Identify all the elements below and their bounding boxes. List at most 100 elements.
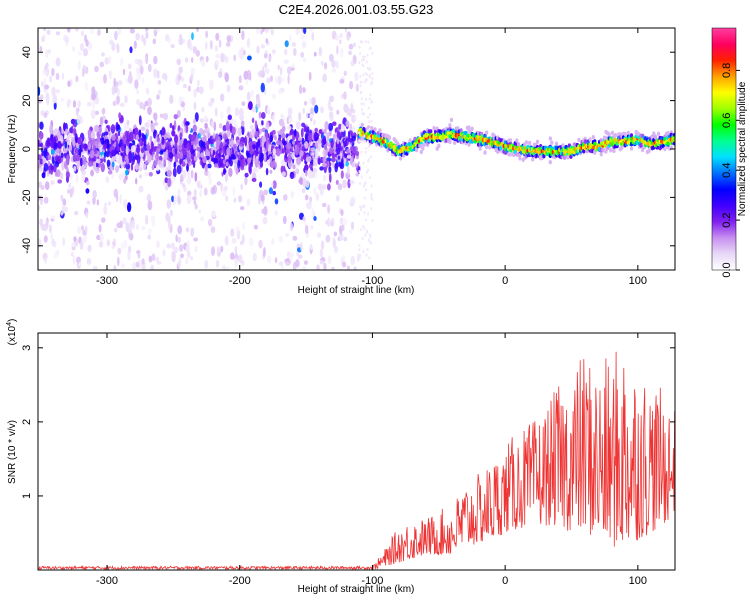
heatmap-cell xyxy=(370,206,373,210)
heatmap-cell xyxy=(194,245,198,253)
heatmap-cell xyxy=(55,57,61,67)
heatmap-cell xyxy=(311,96,316,106)
heatmap-cell xyxy=(301,137,305,145)
heatmap-cell xyxy=(231,126,236,136)
heatmap-cell xyxy=(347,165,350,176)
heatmap-cell xyxy=(314,148,319,159)
heatmap-cell xyxy=(194,112,199,122)
heatmap-cell xyxy=(101,107,106,115)
heatmap-cell xyxy=(353,266,357,270)
heatmap-cell xyxy=(210,120,215,129)
heatmap-cell xyxy=(308,97,313,105)
heatmap-cell xyxy=(367,158,370,161)
heatmap-cell xyxy=(109,69,113,80)
heatmap-cell xyxy=(279,128,284,135)
heatmap-cell xyxy=(260,82,265,93)
heatmap-cell xyxy=(172,167,177,178)
heatmap-cell xyxy=(200,152,204,158)
heatmap-cell xyxy=(330,157,336,163)
heatmap-cell xyxy=(332,121,337,126)
heatmap-cell xyxy=(124,95,128,104)
heatmap-cell xyxy=(95,166,100,174)
heatmap-cell xyxy=(122,68,126,76)
heatmap-cell xyxy=(371,77,374,80)
heatmap-cell xyxy=(276,148,281,157)
heatmap-cell xyxy=(83,48,88,57)
heatmap-cell xyxy=(277,75,282,86)
heatmap-cell xyxy=(135,33,140,41)
heatmap-cell xyxy=(99,116,103,127)
heatmap-cell xyxy=(548,160,552,165)
heatmap-cell xyxy=(282,140,287,146)
heatmap-cell xyxy=(226,84,231,93)
heatmap-cell xyxy=(157,137,160,143)
heatmap-cell xyxy=(81,30,84,36)
heatmap-cell xyxy=(99,146,103,153)
heatmap-cell xyxy=(360,150,363,154)
heatmap-cell xyxy=(371,72,374,75)
heatmap-cell xyxy=(318,129,323,134)
heatmap-cell xyxy=(215,53,221,59)
heatmap-cell xyxy=(299,150,304,157)
heatmap-cell xyxy=(188,133,193,140)
colorbar-tick-label: 0.0 xyxy=(721,262,733,277)
heatmap-cell xyxy=(177,236,182,244)
heatmap-cell xyxy=(39,121,44,130)
heatmap-cell xyxy=(210,226,216,234)
heatmap-cell xyxy=(151,253,156,262)
heatmap-cell xyxy=(244,136,248,147)
heatmap-cell xyxy=(304,133,308,140)
heatmap-cell xyxy=(129,233,134,241)
heatmap-cell xyxy=(279,66,283,76)
heatmap-cell xyxy=(363,211,366,215)
heatmap-cell xyxy=(285,233,290,238)
heatmap-cell xyxy=(369,176,371,180)
heatmap-cell xyxy=(302,216,306,222)
heatmap-cell xyxy=(119,57,124,67)
heatmap-cell xyxy=(300,51,305,58)
heatmap-cell xyxy=(327,255,332,265)
heatmap-cell xyxy=(60,211,64,216)
heatmap-cell xyxy=(112,156,117,161)
heatmap-cell xyxy=(331,68,336,73)
heatmap-cell xyxy=(224,185,228,191)
heatmap-cell xyxy=(324,62,328,70)
heatmap-cell xyxy=(303,125,308,133)
heatmap-cell xyxy=(291,63,295,69)
heatmap-cell xyxy=(76,114,82,125)
heatmap-cell xyxy=(360,122,364,128)
heatmap-cell xyxy=(226,35,231,43)
heatmap-cell xyxy=(421,146,425,151)
heatmap-cell xyxy=(197,151,201,159)
heatmap-cell xyxy=(178,144,182,151)
heatmap-cell xyxy=(298,136,302,142)
heatmap-cell xyxy=(272,114,275,123)
heatmap-cell xyxy=(368,256,371,260)
heatmap-cell xyxy=(368,74,371,78)
heatmap-cell xyxy=(239,114,245,121)
heatmap-cell xyxy=(366,73,369,77)
heatmap-cell xyxy=(478,146,482,151)
heatmap-cell xyxy=(185,123,189,134)
snr-x-tick-label: -300 xyxy=(96,575,118,587)
heatmap-cell xyxy=(115,165,120,172)
heatmap-cell xyxy=(269,169,273,174)
heatmap-cell xyxy=(210,147,214,156)
heatmap-cell xyxy=(359,75,362,79)
heatmap-cell xyxy=(288,34,292,43)
heatmap-cell xyxy=(240,206,245,211)
heatmap-cell xyxy=(240,159,245,169)
heatmap-cell xyxy=(303,100,308,106)
heatmap-cell xyxy=(150,141,154,151)
heatmap-cell xyxy=(339,225,343,235)
heatmap-cell xyxy=(339,146,344,151)
heatmap-cell xyxy=(218,71,223,78)
heatmap-cell xyxy=(81,225,84,231)
heatmap-cell xyxy=(276,140,281,146)
heatmap-cell xyxy=(141,258,145,265)
heatmap-cell xyxy=(208,101,213,107)
heatmap-cell xyxy=(156,147,161,153)
heatmap-cell xyxy=(146,144,151,151)
heatmap-cell xyxy=(320,60,324,66)
snr-x-tick-label: -200 xyxy=(229,575,251,587)
